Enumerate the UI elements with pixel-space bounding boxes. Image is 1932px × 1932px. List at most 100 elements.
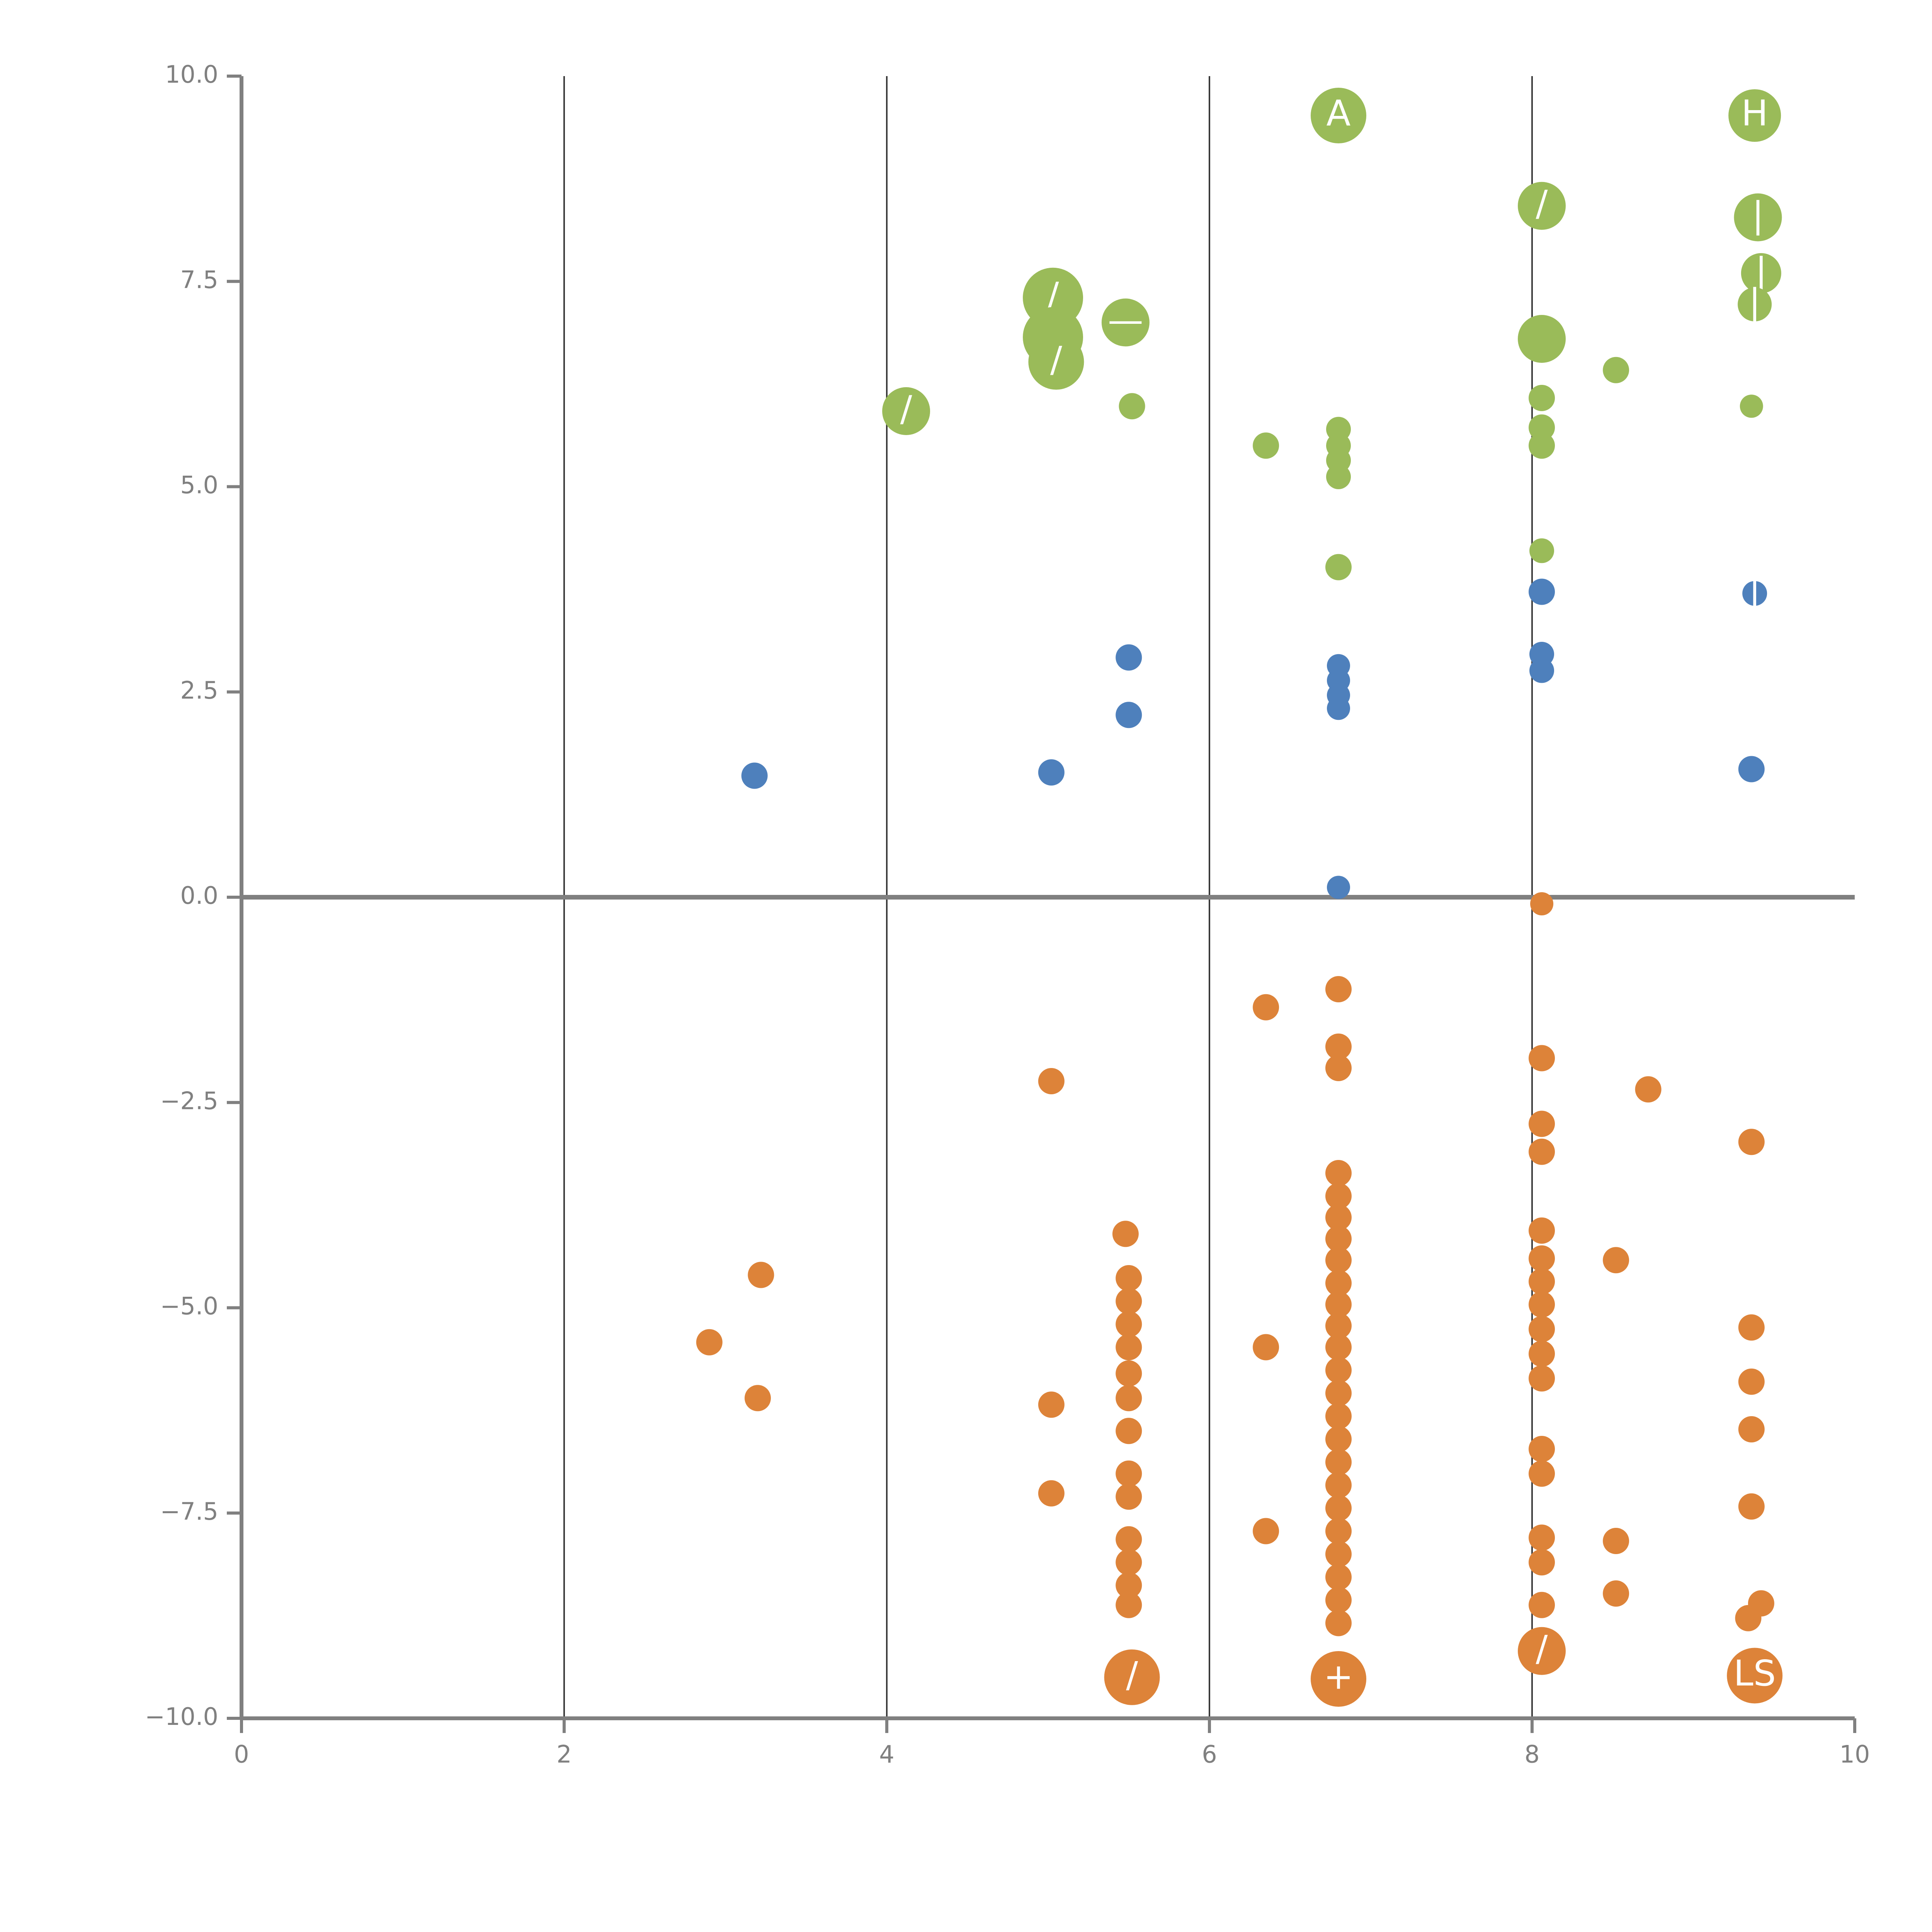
- data-point[interactable]: [1529, 414, 1555, 441]
- data-point[interactable]: [1325, 1380, 1352, 1406]
- data-point[interactable]: [1742, 581, 1767, 606]
- data-point[interactable]: [1325, 1564, 1352, 1590]
- data-point[interactable]: [1325, 1247, 1352, 1274]
- data-point[interactable]: [1311, 88, 1366, 143]
- data-point[interactable]: [1325, 1541, 1352, 1567]
- data-point[interactable]: [1116, 1360, 1142, 1387]
- data-point[interactable]: [1738, 287, 1772, 321]
- data-point[interactable]: [1028, 334, 1084, 390]
- data-point[interactable]: [1529, 432, 1555, 459]
- data-point[interactable]: [1253, 1334, 1279, 1361]
- data-point[interactable]: [1325, 1518, 1352, 1544]
- data-point[interactable]: [1738, 1314, 1765, 1341]
- data-point[interactable]: [1116, 1526, 1142, 1553]
- data-point[interactable]: [1325, 1357, 1352, 1383]
- data-point[interactable]: [741, 762, 768, 789]
- data-point[interactable]: [1325, 1449, 1352, 1475]
- data-point[interactable]: [1325, 1334, 1352, 1361]
- data-point[interactable]: [1529, 1291, 1555, 1318]
- data-point[interactable]: [1038, 1391, 1065, 1418]
- data-point[interactable]: [1529, 1111, 1555, 1137]
- data-point[interactable]: [1738, 756, 1765, 782]
- data-point[interactable]: [1325, 1426, 1352, 1452]
- data-point[interactable]: [1116, 1483, 1142, 1510]
- data-point[interactable]: [1529, 1045, 1555, 1071]
- data-point[interactable]: [1104, 1649, 1160, 1705]
- data-point[interactable]: [1116, 1592, 1142, 1618]
- data-point[interactable]: [1529, 1436, 1555, 1462]
- data-point[interactable]: [1325, 1587, 1352, 1613]
- data-point[interactable]: [1635, 1076, 1662, 1103]
- data-point[interactable]: [1529, 578, 1555, 605]
- data-point[interactable]: [1116, 1549, 1142, 1576]
- data-point[interactable]: [1738, 1129, 1765, 1155]
- data-point[interactable]: [1112, 1221, 1139, 1247]
- data-point[interactable]: [1101, 298, 1150, 347]
- data-point[interactable]: [1116, 1418, 1142, 1444]
- data-point[interactable]: [1253, 1518, 1279, 1544]
- data-point[interactable]: [1325, 554, 1352, 580]
- data-point[interactable]: [1735, 1605, 1762, 1631]
- data-point[interactable]: [1518, 1627, 1566, 1675]
- data-point[interactable]: [1603, 1247, 1629, 1274]
- data-point[interactable]: [1327, 876, 1350, 899]
- data-point[interactable]: [1116, 644, 1142, 671]
- data-point[interactable]: [745, 1385, 771, 1412]
- data-point[interactable]: [1038, 759, 1065, 786]
- data-point[interactable]: [1325, 1495, 1352, 1521]
- data-point[interactable]: [1325, 1226, 1352, 1252]
- data-point[interactable]: [696, 1329, 723, 1355]
- data-point[interactable]: [1311, 1651, 1366, 1707]
- data-point[interactable]: [1325, 1204, 1352, 1231]
- data-point[interactable]: [1116, 1572, 1142, 1599]
- data-point[interactable]: [1325, 1610, 1352, 1636]
- data-point[interactable]: [1529, 1245, 1555, 1272]
- data-point[interactable]: [1116, 1265, 1142, 1291]
- data-point[interactable]: [1529, 1268, 1555, 1295]
- data-point[interactable]: [1529, 658, 1554, 683]
- data-point[interactable]: [1734, 193, 1782, 242]
- data-point[interactable]: [1253, 432, 1279, 459]
- data-point[interactable]: [1741, 253, 1781, 293]
- data-point[interactable]: [1326, 464, 1351, 489]
- data-point[interactable]: [1529, 1592, 1555, 1618]
- data-point[interactable]: [1740, 395, 1763, 418]
- data-point[interactable]: [1530, 892, 1554, 915]
- data-point[interactable]: [1529, 1365, 1555, 1392]
- data-point[interactable]: [1518, 315, 1566, 363]
- data-point[interactable]: [1116, 1288, 1142, 1315]
- data-point[interactable]: [1116, 1460, 1142, 1487]
- data-point[interactable]: [1325, 1055, 1352, 1081]
- data-point[interactable]: [1325, 1472, 1352, 1498]
- data-point[interactable]: [1529, 1524, 1555, 1551]
- data-point[interactable]: [1603, 1528, 1629, 1554]
- data-point[interactable]: [882, 387, 930, 435]
- data-point[interactable]: [1738, 1493, 1765, 1520]
- data-point[interactable]: [1603, 1580, 1629, 1607]
- data-point[interactable]: [1325, 1160, 1352, 1186]
- data-point[interactable]: [1728, 89, 1781, 142]
- data-point[interactable]: [1038, 1068, 1065, 1094]
- data-point[interactable]: [1119, 393, 1145, 420]
- data-point[interactable]: [1116, 1385, 1142, 1412]
- data-point[interactable]: [1529, 1217, 1555, 1244]
- data-point[interactable]: [1116, 702, 1142, 728]
- data-point[interactable]: [1325, 1033, 1352, 1060]
- data-point[interactable]: [1529, 1316, 1555, 1342]
- data-point[interactable]: [1529, 1549, 1555, 1576]
- data-point[interactable]: [1327, 697, 1350, 720]
- data-point[interactable]: [1738, 1416, 1765, 1442]
- data-point[interactable]: [1253, 994, 1279, 1020]
- data-point[interactable]: [1325, 976, 1352, 1002]
- data-point[interactable]: [1325, 1183, 1352, 1209]
- data-point[interactable]: [1038, 1480, 1065, 1507]
- data-point[interactable]: [1325, 1270, 1352, 1296]
- data-point[interactable]: [1116, 1311, 1142, 1337]
- data-point[interactable]: [1325, 1291, 1352, 1318]
- data-point[interactable]: [1325, 1403, 1352, 1429]
- data-point[interactable]: [1738, 1368, 1765, 1395]
- data-point[interactable]: [1529, 385, 1555, 411]
- data-point[interactable]: [1325, 1313, 1352, 1339]
- data-point[interactable]: [1529, 1138, 1555, 1165]
- data-point[interactable]: [1529, 1340, 1555, 1367]
